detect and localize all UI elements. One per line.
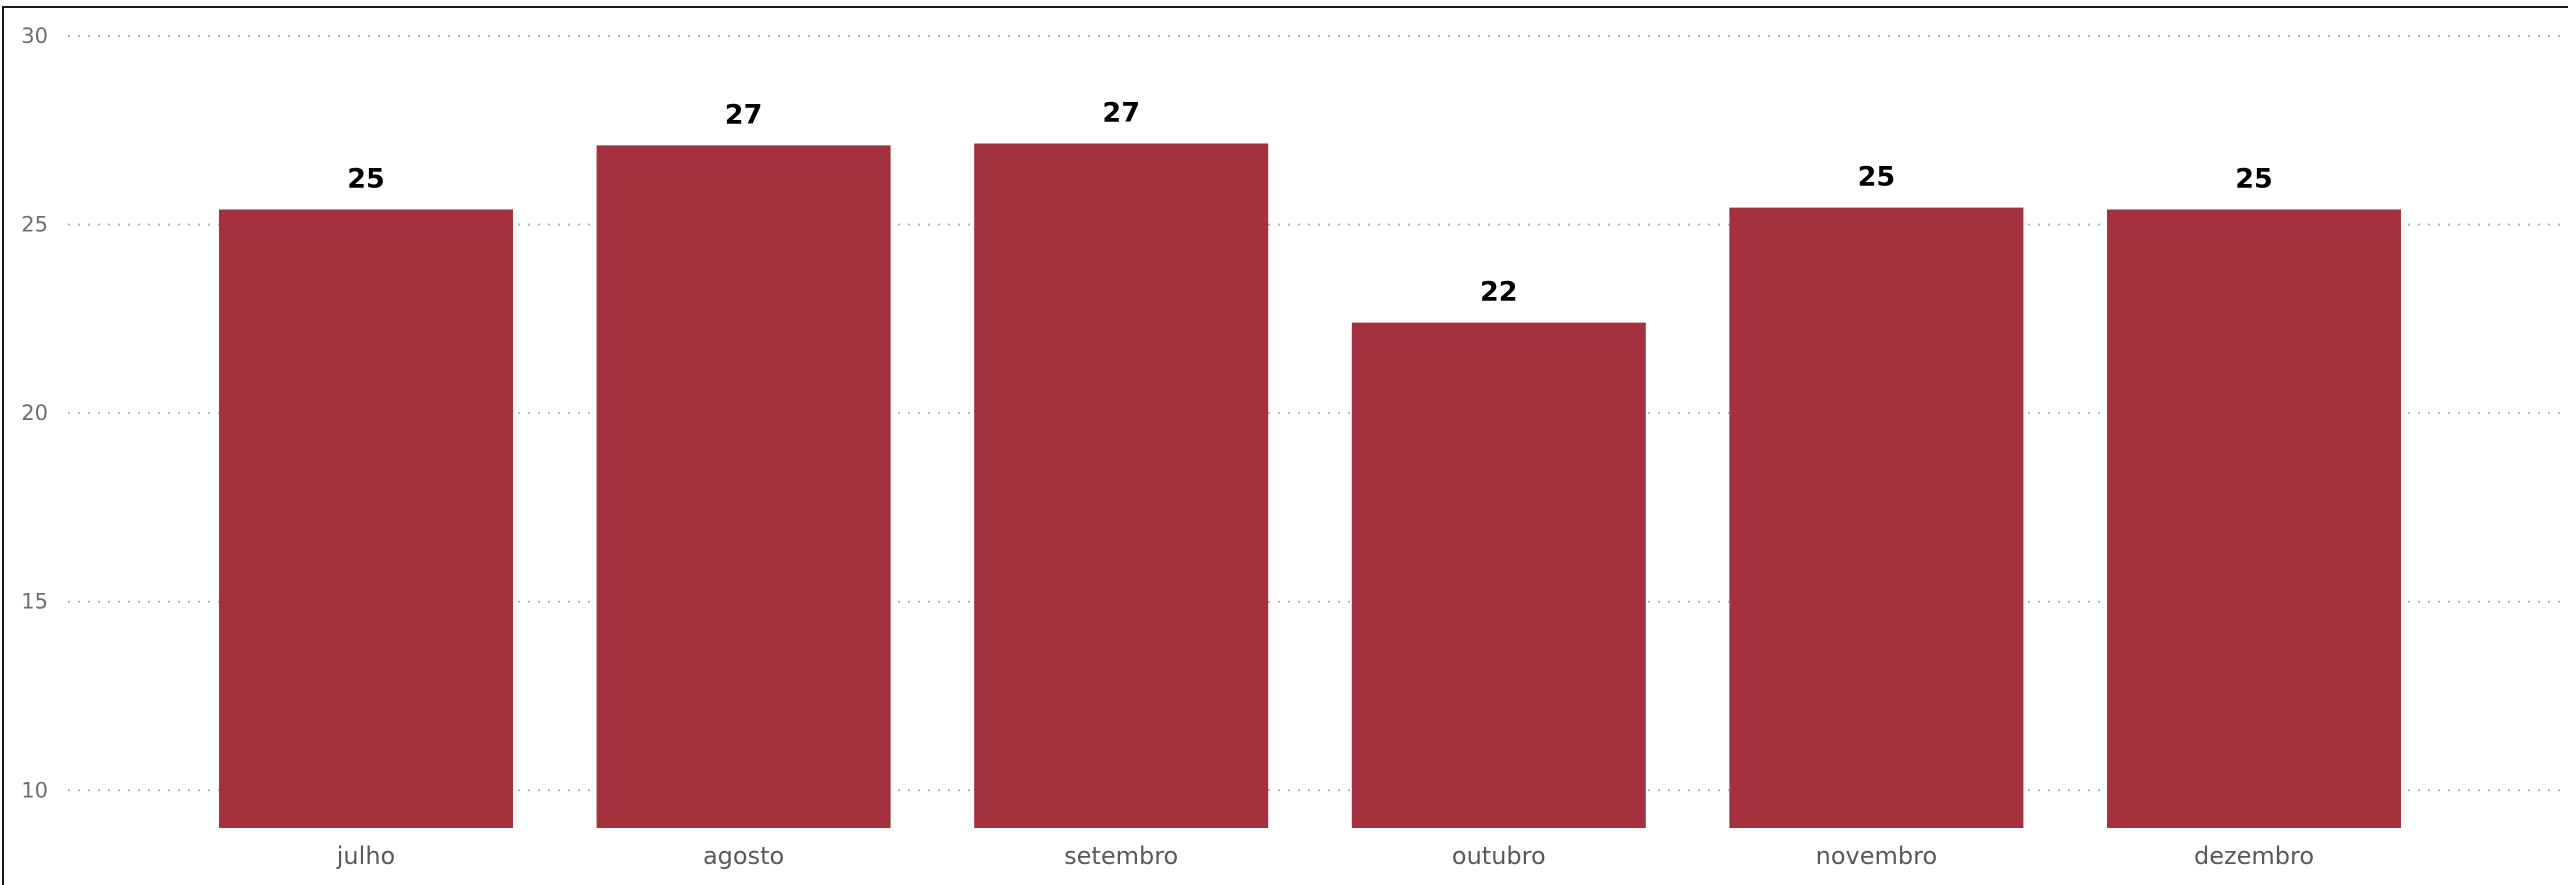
bars xyxy=(219,143,2401,829)
y-tick-label: 20 xyxy=(21,401,48,425)
x-tick-label-julho: julho xyxy=(336,842,395,870)
data-labels: 25 27 27 22 25 25 xyxy=(347,97,2273,307)
x-tick-label-setembro: setembro xyxy=(1064,842,1178,870)
data-label-novembro: 25 xyxy=(1858,162,1896,193)
x-tick-label-dezembro: dezembro xyxy=(2194,842,2314,870)
chart-frame xyxy=(2,6,2568,885)
y-axis-ticks: 10 15 20 25 30 xyxy=(21,24,48,802)
data-label-dezembro: 25 xyxy=(2235,163,2273,194)
bar-dezembro xyxy=(2107,209,2401,828)
data-label-agosto: 27 xyxy=(725,99,763,130)
bar-outubro xyxy=(1351,322,1646,828)
bar-julho xyxy=(219,209,513,828)
y-tick-label: 25 xyxy=(21,213,48,237)
x-tick-label-agosto: agosto xyxy=(703,842,784,870)
y-tick-label: 15 xyxy=(21,590,48,614)
bar-agosto xyxy=(596,145,891,828)
x-axis-labels: julho agosto setembro outubro novembro dezemb… xyxy=(336,842,2314,870)
x-tick-label-novembro: novembro xyxy=(1816,842,1938,870)
x-tick-label-outubro: outubro xyxy=(1452,842,1546,870)
bar-novembro xyxy=(1729,207,2024,829)
data-label-outubro: 22 xyxy=(1480,277,1518,308)
y-tick-label: 10 xyxy=(21,778,48,802)
data-label-setembro: 27 xyxy=(1102,97,1140,128)
y-tick-label: 30 xyxy=(21,24,48,48)
data-label-julho: 25 xyxy=(347,163,385,194)
bar-setembro xyxy=(974,143,1269,828)
